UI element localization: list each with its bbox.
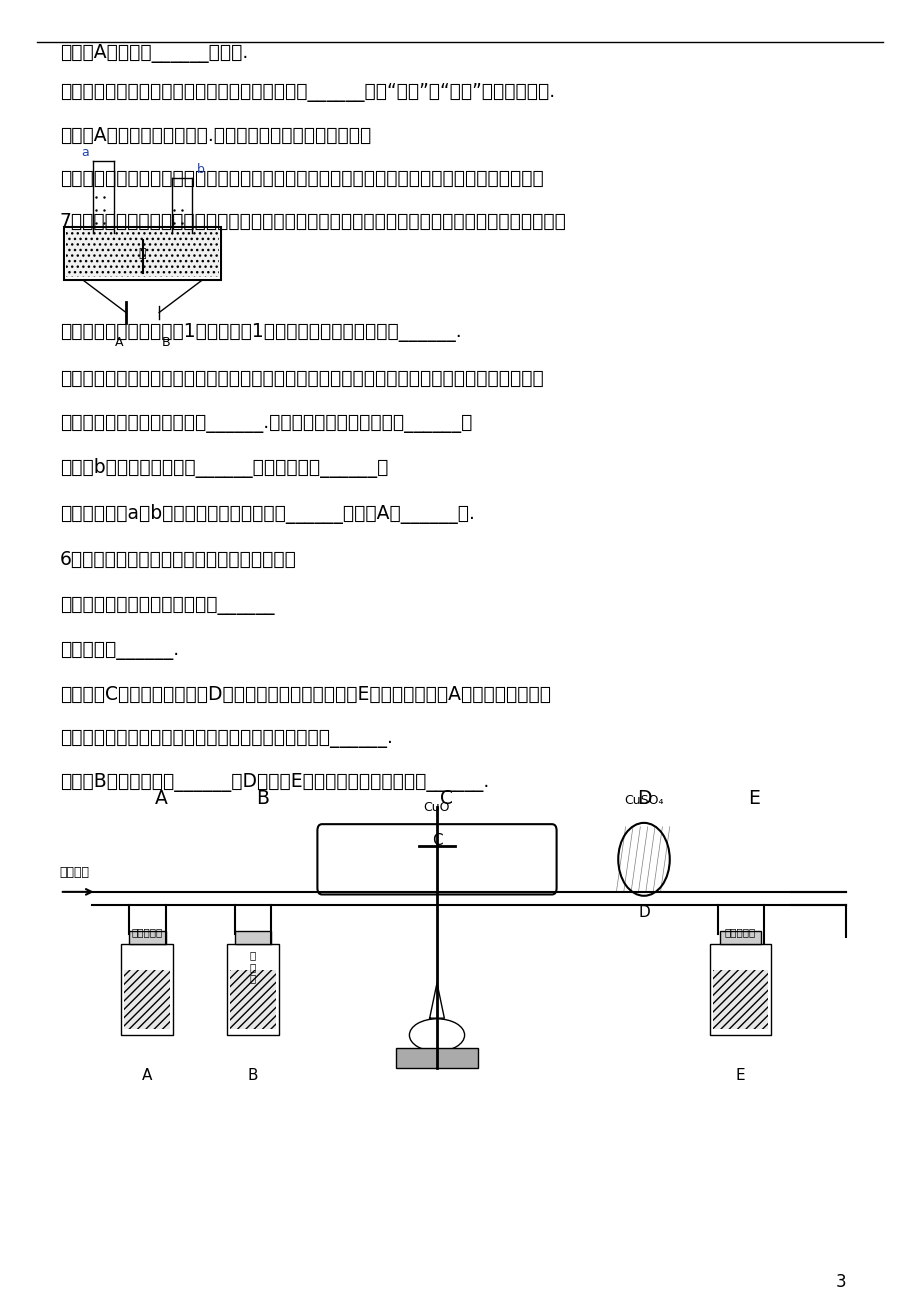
Bar bbox=[230, 970, 276, 1029]
Bar bbox=[64, 227, 221, 280]
Text: B: B bbox=[255, 789, 268, 809]
Text: （４）重水的主要用途是在核反应中作减速剂，一个重水分子是由两个重氢原子和一个氧原子构成: （４）重水的主要用途是在核反应中作减速剂，一个重水分子是由两个重氢原子和一个氧原… bbox=[60, 368, 543, 388]
Text: 浓
硫
酸: 浓 硫 酸 bbox=[250, 950, 255, 983]
Text: C: C bbox=[439, 789, 452, 809]
Bar bbox=[395, 1048, 478, 1068]
Bar bbox=[709, 944, 770, 1035]
Bar bbox=[129, 931, 165, 944]
Text: （１）通电后a、b试管内可观察到的现象是______；电源A为______极.: （１）通电后a、b试管内可观察到的现象是______；电源A为______极. bbox=[60, 504, 474, 523]
Text: C: C bbox=[431, 833, 442, 849]
Text: 7、如图是证明植物进行光合作用的实验装置，取一个大烧杯装入大半杯水，烧杯内放入一些金鱼藻，: 7、如图是证明植物进行光合作用的实验装置，取一个大烧杯装入大半杯水，烧杯内放入一… bbox=[60, 212, 566, 232]
Text: 的，重氢原子核电荷数为1，中子数为1，则重水的相对分子质量为______.: 的，重氢原子核电荷数为1，中子数为1，则重水的相对分子质量为______. bbox=[60, 323, 461, 342]
Text: 6、如图所示是电解水的实验装置图，请回答：: 6、如图所示是电解水的实验装置图，请回答： bbox=[60, 549, 296, 569]
Text: D: D bbox=[638, 905, 649, 921]
Bar bbox=[234, 931, 271, 944]
Text: （２）b试管内的气体可用______检验，现象是______；: （２）b试管内的气体可用______检验，现象是______； bbox=[60, 458, 388, 478]
Bar bbox=[124, 970, 170, 1029]
Text: （４）本实验有一处缺陷，它是______: （４）本实验有一处缺陷，它是______ bbox=[60, 596, 274, 616]
Text: （２）如果未知气体是二氧化碳，则可以看到的现象是______.: （２）如果未知气体是二氧化碳，则可以看到的现象是______. bbox=[60, 729, 392, 749]
Text: 3: 3 bbox=[834, 1273, 845, 1292]
Text: A: A bbox=[142, 1068, 153, 1083]
Bar bbox=[121, 944, 173, 1035]
Text: CuO: CuO bbox=[424, 801, 449, 814]
Text: b: b bbox=[197, 163, 204, 176]
Text: E: E bbox=[748, 789, 759, 809]
Text: （２）A气体可用______来检验.: （２）A气体可用______来检验. bbox=[60, 44, 248, 64]
Text: A: A bbox=[154, 789, 167, 809]
FancyBboxPatch shape bbox=[317, 824, 556, 894]
Text: B: B bbox=[247, 1068, 258, 1083]
Text: 多气体A产生，管内液面下降.根据这一实验，回答下列问题：: 多气体A产生，管内液面下降.根据这一实验，回答下列问题： bbox=[60, 126, 370, 146]
Text: 静置一段时间后，用漏斗罩住金鱼藻，然后将盛满水的试管倒置于漏斗上，过一会儿，试管内有许: 静置一段时间后，用漏斗罩住金鱼藻，然后将盛满水的试管倒置于漏斗上，过一会儿，试管… bbox=[60, 169, 543, 189]
Text: D: D bbox=[636, 789, 651, 809]
Text: （１）B装置的作用是______，D装置与E装置能否互换，为什么？______.: （１）B装置的作用是______，D装置与E装置能否互换，为什么？______. bbox=[60, 773, 489, 793]
Text: 澄清石灰水: 澄清石灰水 bbox=[131, 927, 163, 937]
Bar bbox=[66, 229, 219, 277]
Bar bbox=[720, 931, 760, 944]
Text: 水: 水 bbox=[139, 247, 146, 259]
Text: （１）当试管内液面如图所示时，试管内气体压强______（填“大于”或“小于”）外界大气压.: （１）当试管内液面如图所示时，试管内气体压强______（填“大于”或“小于”）… bbox=[60, 83, 554, 103]
Text: （３）若C处的氧化锱变红，D处的无水硫酸锱变成蓝色，E处石灰水变浑，A处无明显现象，则: （３）若C处的氧化锱变红，D处的无水硫酸锱变成蓝色，E处石灰水变浑，A处无明显现… bbox=[60, 685, 550, 704]
Text: （３）电解水的化学方程式为______.水中氢、氧元素的质量比为______；: （３）电解水的化学方程式为______.水中氢、氧元素的质量比为______； bbox=[60, 414, 471, 434]
Ellipse shape bbox=[409, 1018, 464, 1052]
Text: B: B bbox=[161, 336, 170, 349]
Bar bbox=[712, 970, 767, 1029]
Circle shape bbox=[618, 823, 669, 896]
Text: A: A bbox=[115, 336, 124, 349]
Text: 澄清石灰水: 澄清石灰水 bbox=[724, 927, 755, 937]
Bar bbox=[227, 944, 278, 1035]
Text: a: a bbox=[81, 146, 88, 159]
Text: 未知气体是______.: 未知气体是______. bbox=[60, 641, 178, 660]
Text: 未知气体: 未知气体 bbox=[60, 866, 90, 879]
Text: E: E bbox=[735, 1068, 744, 1083]
Text: CuSO₄: CuSO₄ bbox=[624, 794, 663, 807]
